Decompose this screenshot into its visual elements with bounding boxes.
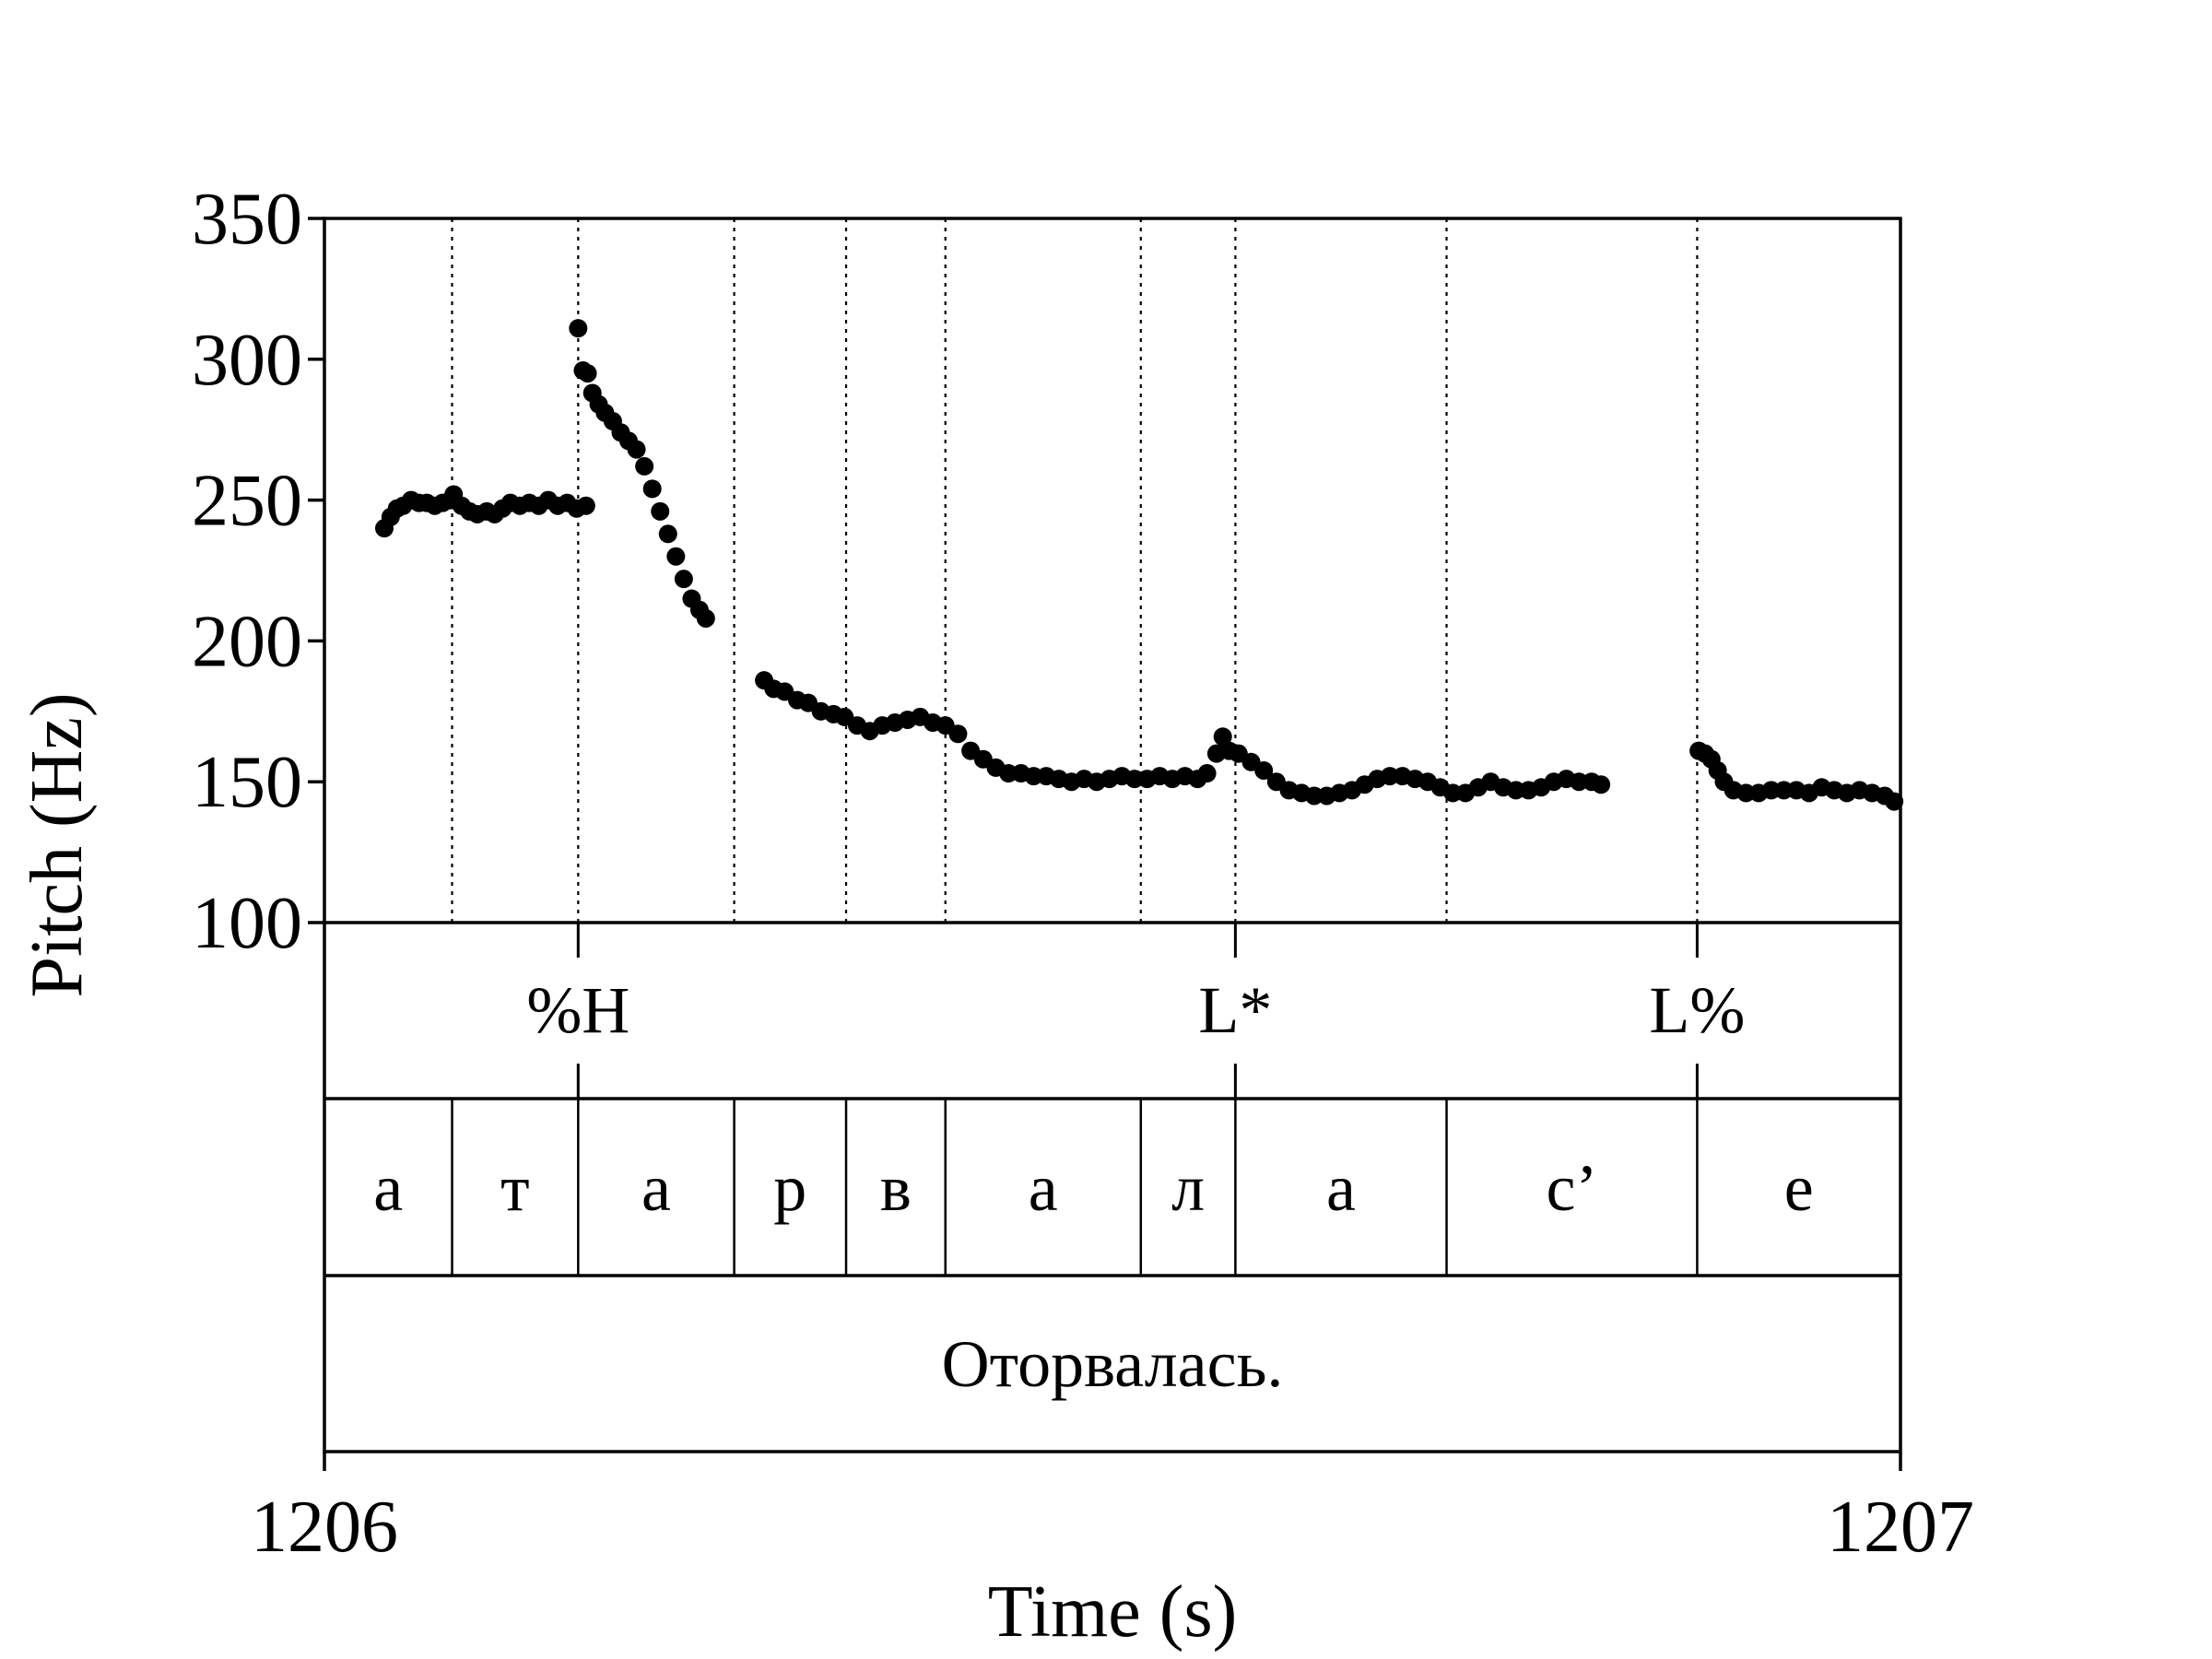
- pitch-point: [1304, 786, 1324, 806]
- plot-border: [323, 217, 1902, 1453]
- segment-label: в: [880, 1151, 912, 1225]
- segment-label: л: [1171, 1151, 1205, 1225]
- y-tick-label: 200: [192, 601, 302, 682]
- sentence-label: Оторвалась.: [942, 1327, 1284, 1401]
- x-tick-label-end: 1207: [1827, 1487, 1974, 1568]
- pitch-point: [1885, 792, 1904, 811]
- segment-label: р: [773, 1151, 806, 1225]
- x-axis-title: Time (s): [988, 1571, 1237, 1653]
- pitch-point: [1443, 783, 1463, 803]
- pitch-point: [578, 364, 597, 383]
- pitch-point: [999, 764, 1018, 783]
- pitch-point: [696, 608, 715, 628]
- x-axis: 1206 1207: [251, 1452, 1974, 1568]
- pitch-point: [948, 724, 968, 744]
- pitch-point: [642, 479, 662, 499]
- tone-tier: %H L* L%: [526, 973, 1745, 1047]
- pitch-point: [1254, 760, 1274, 780]
- y-axis: 100 150 200 250 300 350: [192, 179, 324, 964]
- pitch-point: [1592, 775, 1611, 794]
- pitch-point: [666, 547, 686, 566]
- pitch-point: [635, 456, 654, 476]
- pitch-point: [658, 524, 677, 544]
- segment-boundary-lines: [451, 218, 1699, 923]
- segment-label: е: [1784, 1151, 1814, 1225]
- pitch-point: [1213, 727, 1232, 747]
- pitch-point: [1570, 772, 1589, 792]
- pitch-point: [1736, 783, 1756, 803]
- segment-label: т: [500, 1151, 529, 1225]
- y-axis-title: Pitch (Hz): [17, 692, 98, 997]
- y-tick-label: 150: [192, 742, 302, 823]
- pitch-point: [569, 319, 588, 338]
- tone-label: %H: [526, 973, 629, 1047]
- segment-label: а: [1326, 1151, 1356, 1225]
- tone-label: L*: [1198, 973, 1272, 1047]
- pitch-point: [1774, 781, 1794, 800]
- segment-tier: а т а р в а л а с’ е: [373, 1151, 1813, 1225]
- pitch-point: [651, 501, 670, 521]
- segment-label: а: [1029, 1151, 1058, 1225]
- y-tick-label: 300: [192, 320, 302, 401]
- pitch-point: [1124, 770, 1144, 789]
- x-tick-label-start: 1206: [251, 1487, 398, 1568]
- segment-label: а: [641, 1151, 671, 1225]
- tone-ticks: [576, 923, 1699, 1099]
- tone-label: L%: [1649, 973, 1745, 1047]
- pitch-point: [1380, 767, 1399, 786]
- segment-dividers: [451, 1099, 1699, 1276]
- pitch-point: [576, 496, 595, 515]
- y-tick-label: 100: [192, 883, 302, 964]
- pitch-point: [627, 440, 646, 459]
- y-tick-label: 350: [192, 179, 302, 260]
- pitch-point: [1761, 781, 1781, 800]
- pitch-point: [674, 570, 693, 589]
- pitch-track: [374, 319, 1904, 811]
- pitch-point: [1024, 767, 1043, 786]
- segment-label: а: [373, 1151, 403, 1225]
- pitch-point: [1506, 781, 1525, 800]
- segment-label: с’: [1546, 1151, 1597, 1225]
- y-tick-label: 250: [192, 461, 302, 542]
- pitch-point: [1197, 764, 1217, 783]
- plot-frame: [323, 217, 1902, 1453]
